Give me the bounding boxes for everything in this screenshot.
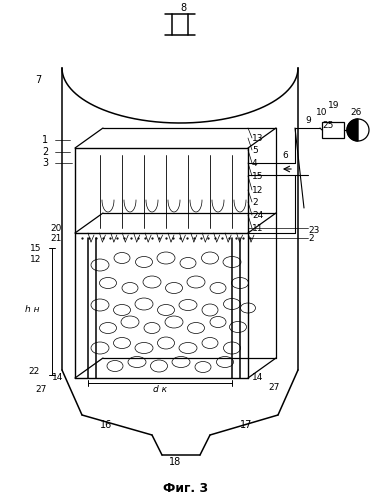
Text: 12: 12	[252, 186, 263, 195]
Text: 15: 15	[30, 244, 42, 252]
Text: h н: h н	[25, 305, 39, 314]
Text: 2: 2	[252, 198, 258, 207]
Text: d к: d к	[153, 386, 167, 395]
Text: Фиг. 3: Фиг. 3	[163, 482, 209, 495]
Text: 9: 9	[305, 115, 311, 124]
Text: 22: 22	[28, 367, 39, 377]
Text: 4: 4	[252, 159, 258, 168]
Text: 14: 14	[252, 373, 263, 383]
Text: 19: 19	[328, 100, 340, 109]
Text: 1: 1	[42, 135, 48, 145]
Text: 25: 25	[322, 120, 333, 130]
Text: 24: 24	[252, 211, 263, 220]
Text: 23: 23	[308, 226, 320, 235]
Text: 27: 27	[35, 386, 46, 395]
Text: 5: 5	[252, 146, 258, 155]
Text: 11: 11	[252, 224, 263, 233]
Text: 2: 2	[308, 234, 314, 243]
Text: 27: 27	[268, 384, 279, 393]
Text: 6: 6	[282, 151, 288, 160]
Text: 16: 16	[100, 420, 112, 430]
Polygon shape	[347, 119, 358, 141]
Text: 2: 2	[42, 147, 48, 157]
Bar	[322, 122, 344, 138]
Text: 21: 21	[50, 234, 61, 243]
Text: 26: 26	[350, 107, 361, 116]
Text: 20: 20	[50, 224, 61, 233]
Text: 10: 10	[316, 107, 327, 116]
Text: 7: 7	[35, 75, 41, 85]
Text: 15: 15	[252, 172, 263, 181]
Text: 13: 13	[252, 134, 263, 143]
Text: 12: 12	[30, 255, 41, 264]
Text: 14: 14	[52, 373, 63, 383]
Text: 17: 17	[240, 420, 252, 430]
Text: 3: 3	[42, 158, 48, 168]
Text: 18: 18	[169, 457, 181, 467]
Text: 8: 8	[180, 3, 186, 13]
